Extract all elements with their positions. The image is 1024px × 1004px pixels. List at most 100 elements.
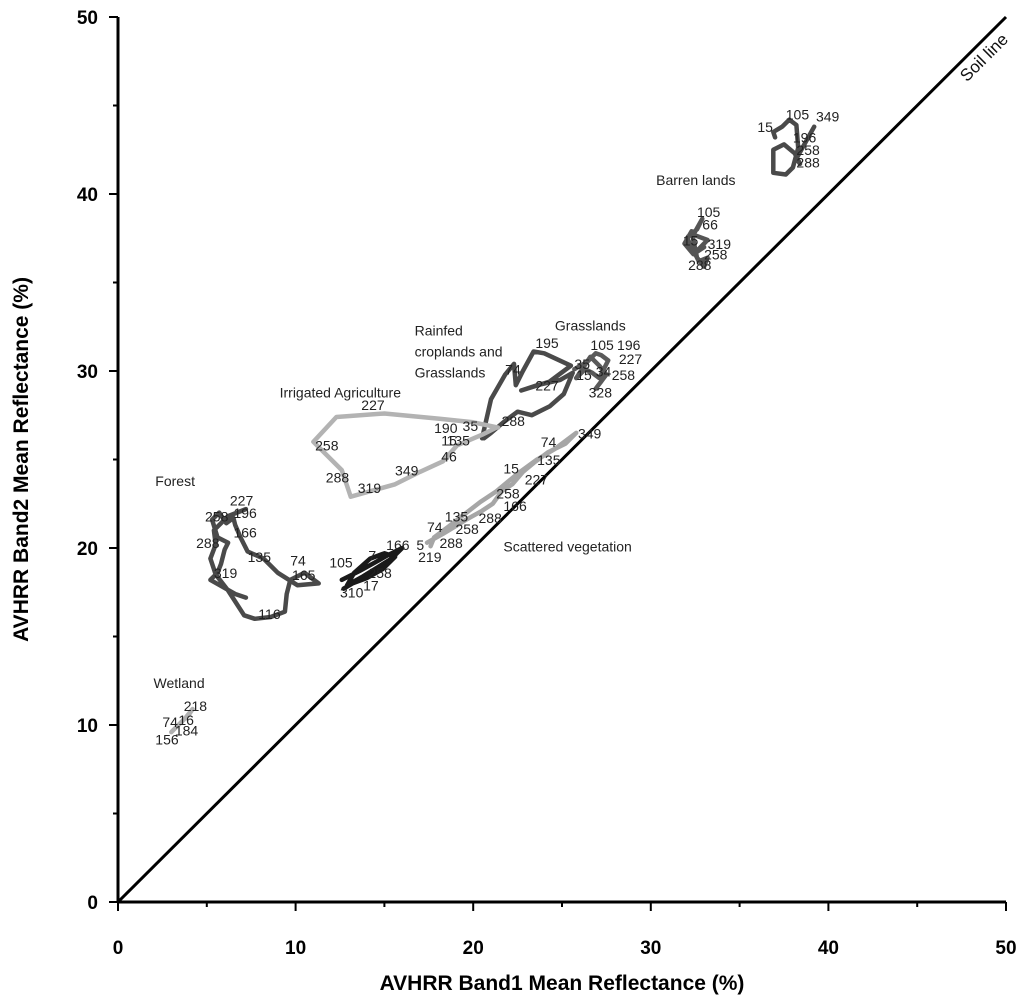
point-label: 15 xyxy=(757,119,773,135)
series-trajectory xyxy=(169,706,195,735)
point-label: 66 xyxy=(702,216,718,232)
point-label: 166 xyxy=(386,537,410,553)
point-label: 135 xyxy=(248,549,272,565)
point-label: 288 xyxy=(439,535,463,551)
point-label: 190 xyxy=(434,420,458,436)
y-tick-label: 30 xyxy=(77,362,98,383)
group-label: Irrigated Agriculture xyxy=(280,385,402,401)
point-label: 288 xyxy=(479,510,503,526)
point-label: 218 xyxy=(184,698,208,714)
point-label: 15 xyxy=(441,432,457,448)
point-label: 288 xyxy=(326,470,350,486)
point-label: 5 xyxy=(416,537,424,553)
ticks-layer: 0 10 20 30 40 50 0 10 20 30 40 50 xyxy=(77,8,1017,959)
point-label: 227 xyxy=(361,397,385,413)
series-trajectory xyxy=(424,430,579,549)
point-label: 74 xyxy=(162,714,178,730)
point-label: 288 xyxy=(796,154,820,170)
point-label: 35 xyxy=(574,356,590,372)
point-label: 15 xyxy=(503,461,519,477)
group-label: Wetland xyxy=(154,675,205,691)
point-label: 34 xyxy=(596,363,612,379)
point-label: 227 xyxy=(619,351,643,367)
point-label: 196 xyxy=(617,337,641,353)
series-trajectory xyxy=(311,411,501,499)
soil-line xyxy=(116,15,1008,904)
point-label: 319 xyxy=(214,565,238,581)
point-label: 17 xyxy=(363,577,379,593)
series-trajectory xyxy=(208,506,321,622)
point-label: 288 xyxy=(196,535,220,551)
point-label: 105 xyxy=(590,337,614,353)
point-label: 156 xyxy=(155,731,179,747)
point-label: 258 xyxy=(368,565,392,581)
point-label: 258 xyxy=(455,521,479,537)
point-label: 116 xyxy=(258,606,281,622)
y-tick-label: 10 xyxy=(77,716,98,737)
point-label: 7 xyxy=(368,547,376,563)
group-label: Barren lands xyxy=(656,172,735,188)
point-label: 184 xyxy=(175,723,199,739)
point-label: 258 xyxy=(796,142,820,158)
group-label: Forest xyxy=(155,473,195,489)
point-label: 227 xyxy=(535,377,559,393)
y-tick-label: 20 xyxy=(77,539,98,560)
point-label: 219 xyxy=(418,549,442,565)
point-label: 15 xyxy=(683,232,699,248)
point-label: 319 xyxy=(708,236,732,252)
series-trajectory xyxy=(479,349,575,441)
x-tick-label: 0 xyxy=(113,938,124,959)
group-label: Rainfed croplands and Grasslands xyxy=(415,323,503,381)
x-tick-label: 20 xyxy=(463,938,484,959)
y-tick-label: 0 xyxy=(87,893,98,914)
point-label: 105 xyxy=(329,554,353,570)
point-label: 328 xyxy=(589,385,613,401)
point-label: 16 xyxy=(178,712,194,728)
point-label: 46 xyxy=(441,448,457,464)
point-label: 349 xyxy=(578,425,602,441)
point-label: 74 xyxy=(505,362,521,378)
point-label: 35 xyxy=(463,418,479,434)
series-trajectory xyxy=(682,216,710,269)
point-label: 135 xyxy=(537,452,561,468)
x-axis-title: AVHRR Band1 Mean Reflectance (%) xyxy=(380,972,745,995)
point-label: 196 xyxy=(233,505,257,521)
point-label: 105 xyxy=(697,204,721,220)
x-tick-label: 10 xyxy=(285,938,306,959)
point-label: 227 xyxy=(230,493,254,509)
x-tick-label: 50 xyxy=(995,938,1016,959)
point-label: 74 xyxy=(290,553,306,569)
x-tick-label: 40 xyxy=(818,938,839,959)
point-label: 349 xyxy=(816,108,840,124)
point-label: 288 xyxy=(502,413,526,429)
y-axis-title: AVHRR Band2 Mean Reflectance (%) xyxy=(10,277,33,642)
series-layer xyxy=(169,117,817,735)
point-label: 166 xyxy=(233,524,257,540)
point-label: 165 xyxy=(292,567,316,583)
point-label: 258 xyxy=(704,246,728,262)
point-label: 74 xyxy=(541,434,557,450)
point-label: 349 xyxy=(395,462,419,478)
series-trajectory xyxy=(572,351,611,391)
point-label: 258 xyxy=(315,438,339,454)
point-label: 196 xyxy=(793,130,817,146)
point-label: 135 xyxy=(447,432,471,448)
point-label: 15 xyxy=(576,367,592,383)
series-trajectory xyxy=(771,117,817,177)
point-label: 288 xyxy=(688,257,712,273)
point-label: 74 xyxy=(427,519,443,535)
x-tick-label: 30 xyxy=(640,938,661,959)
y-tick-label: 50 xyxy=(77,8,98,29)
point-label: 319 xyxy=(358,480,382,496)
point-label: 310 xyxy=(340,585,364,601)
series-trajectory xyxy=(339,545,405,591)
point-label: 166 xyxy=(503,498,527,514)
group-label: Scattered vegetation xyxy=(503,539,631,555)
point-label: 135 xyxy=(445,508,469,524)
point-label: 105 xyxy=(786,107,810,123)
y-tick-label: 40 xyxy=(77,185,98,206)
point-label: 195 xyxy=(535,335,559,351)
point-label: 258 xyxy=(496,485,520,501)
